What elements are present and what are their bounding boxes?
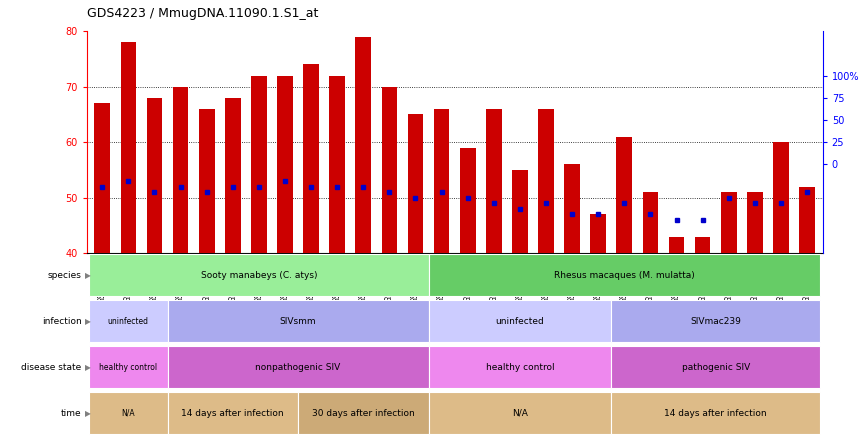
Bar xyxy=(251,75,267,253)
Bar xyxy=(773,142,789,253)
Bar xyxy=(721,192,737,253)
Bar xyxy=(434,109,449,253)
Bar xyxy=(429,300,611,342)
Text: healthy control: healthy control xyxy=(100,363,158,372)
Bar xyxy=(298,392,429,434)
Bar xyxy=(611,392,820,434)
Bar xyxy=(167,346,429,388)
Bar xyxy=(408,115,423,253)
Text: disease state: disease state xyxy=(21,363,81,372)
Bar xyxy=(747,192,763,253)
Text: N/A: N/A xyxy=(121,409,135,418)
Text: infection: infection xyxy=(42,317,81,326)
Bar xyxy=(146,98,162,253)
Bar xyxy=(617,137,632,253)
Text: SIVsmm: SIVsmm xyxy=(280,317,316,326)
Text: 30 days after infection: 30 days after infection xyxy=(312,409,415,418)
Text: uninfected: uninfected xyxy=(495,317,545,326)
Bar xyxy=(611,300,820,342)
Text: uninfected: uninfected xyxy=(108,317,149,326)
Bar xyxy=(303,64,319,253)
Text: 14 days after infection: 14 days after infection xyxy=(664,409,767,418)
Bar xyxy=(225,98,241,253)
Bar xyxy=(460,148,475,253)
Bar xyxy=(643,192,658,253)
Text: nonpathogenic SIV: nonpathogenic SIV xyxy=(255,363,340,372)
Text: species: species xyxy=(48,271,81,280)
Text: Sooty manabeys (C. atys): Sooty manabeys (C. atys) xyxy=(201,271,317,280)
Text: time: time xyxy=(61,409,81,418)
Text: ▶: ▶ xyxy=(85,271,91,280)
Bar xyxy=(277,75,293,253)
Bar xyxy=(89,300,167,342)
Bar xyxy=(382,87,397,253)
Bar xyxy=(429,346,611,388)
Text: ▶: ▶ xyxy=(85,317,91,326)
Text: Rhesus macaques (M. mulatta): Rhesus macaques (M. mulatta) xyxy=(554,271,695,280)
Bar xyxy=(120,42,136,253)
Bar xyxy=(355,37,372,253)
Bar xyxy=(486,109,501,253)
Text: N/A: N/A xyxy=(512,409,528,418)
Bar xyxy=(611,346,820,388)
Bar xyxy=(695,237,710,253)
Bar xyxy=(199,109,215,253)
Bar xyxy=(591,214,606,253)
Text: pathogenic SIV: pathogenic SIV xyxy=(682,363,750,372)
Bar xyxy=(89,346,167,388)
Bar xyxy=(538,109,554,253)
Bar xyxy=(167,392,298,434)
Text: 14 days after infection: 14 days after infection xyxy=(182,409,284,418)
Text: ▶: ▶ xyxy=(85,409,91,418)
Bar xyxy=(89,392,167,434)
Bar xyxy=(669,237,684,253)
Bar xyxy=(89,254,429,296)
Bar xyxy=(172,87,189,253)
Bar xyxy=(799,186,815,253)
Text: healthy control: healthy control xyxy=(486,363,554,372)
Bar xyxy=(329,75,345,253)
Bar xyxy=(167,300,429,342)
Bar xyxy=(94,103,110,253)
Bar xyxy=(565,164,580,253)
Text: ▶: ▶ xyxy=(85,363,91,372)
Text: GDS4223 / MmugDNA.11090.1.S1_at: GDS4223 / MmugDNA.11090.1.S1_at xyxy=(87,7,318,20)
Bar xyxy=(429,254,820,296)
Bar xyxy=(429,392,611,434)
Bar xyxy=(512,170,527,253)
Text: SIVmac239: SIVmac239 xyxy=(690,317,741,326)
